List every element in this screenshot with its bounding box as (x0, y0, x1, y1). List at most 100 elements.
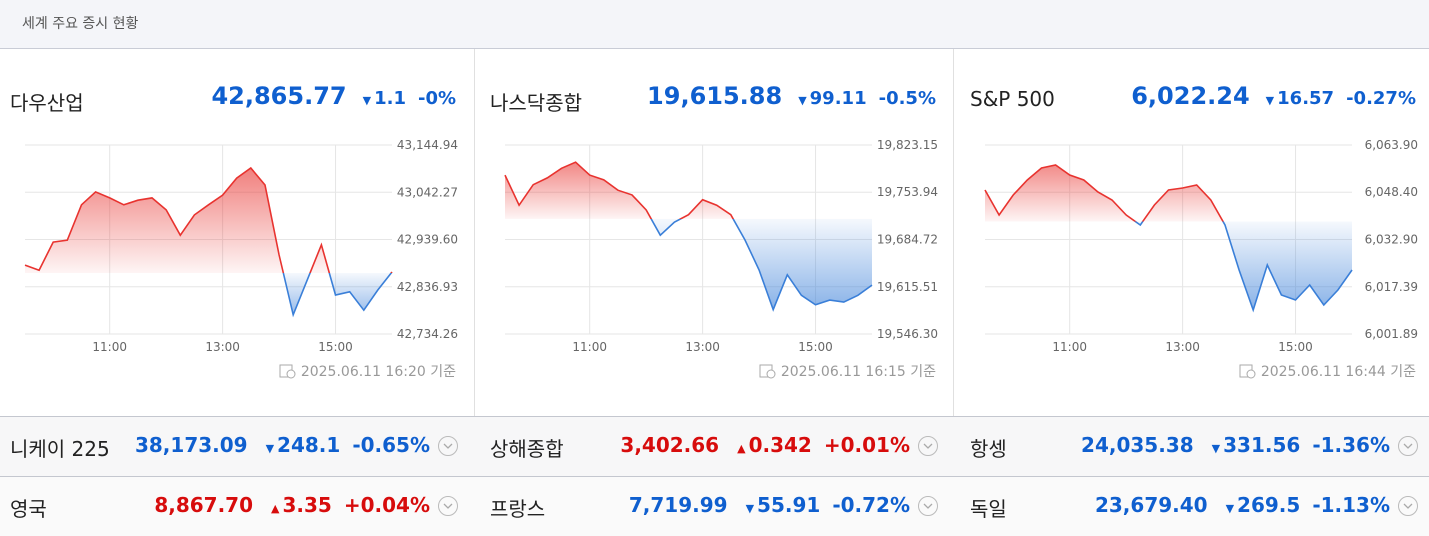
x-tick-label: 11:00 (92, 340, 127, 354)
area-fill (25, 168, 392, 315)
chevron-icon (443, 443, 453, 449)
x-tick-label: 15:00 (798, 340, 833, 354)
divider (953, 49, 954, 536)
price: 3,402.66 (620, 433, 720, 457)
expand-button[interactable] (918, 436, 938, 456)
timestamp: 2025.06.11 16:15 기준 (480, 361, 936, 381)
index-name: 니케이 225 (10, 437, 110, 461)
price: 7,719.99 (628, 493, 728, 517)
index-name: 프랑스 (490, 497, 546, 521)
direction-icon: ▼ (745, 502, 755, 515)
area-fill (505, 162, 872, 310)
change: 3.35 (282, 493, 332, 517)
row-bg (0, 476, 1429, 536)
expand-button[interactable] (918, 496, 938, 516)
area-fill (985, 165, 1352, 310)
expand-button[interactable] (1398, 496, 1418, 516)
price-line (984, 164, 1353, 313)
direction-icon: ▼ (362, 94, 372, 107)
chevron-icon (923, 503, 933, 509)
change: 0.342 (748, 433, 812, 457)
x-tick-label: 13:00 (1165, 340, 1200, 354)
x-tick-label: 11:00 (572, 340, 607, 354)
y-tick-label: 19,823.15 (877, 138, 938, 152)
price-line (504, 161, 873, 312)
y-tick-label: 42,836.93 (397, 280, 458, 294)
y-tick-label: 19,615.51 (877, 280, 938, 294)
y-tick-label: 6,032.90 (1365, 232, 1418, 246)
chevron-icon (1403, 443, 1413, 449)
price: 42,865.77 (211, 82, 347, 110)
timestamp: 2025.06.11 16:20 기준 (0, 361, 456, 381)
y-tick-label: 19,684.72 (877, 233, 938, 247)
direction-icon: ▼ (798, 94, 807, 107)
expand-button[interactable] (438, 496, 458, 516)
price: 8,867.70 (154, 493, 254, 517)
timestamp: 2025.06.11 16:44 기준 (960, 361, 1416, 381)
quote: 7,719.99 ▼ 55.91 -0.72% (480, 493, 938, 519)
price: 24,035.38 (1081, 433, 1194, 457)
change: 248.1 (277, 433, 341, 457)
direction-icon: ▼ (265, 442, 275, 455)
price: 38,173.09 (134, 433, 248, 457)
quote: 38,173.09 ▼ 248.1 -0.65% (0, 433, 458, 459)
change-pct: -0.27% (1346, 88, 1416, 109)
y-tick-label: 43,144.94 (397, 138, 458, 152)
change: 99.11 (809, 88, 867, 109)
expand-button[interactable] (438, 436, 458, 456)
x-tick-label: 13:00 (685, 340, 720, 354)
row-bg (0, 416, 1429, 476)
direction-icon: ▼ (1225, 502, 1235, 515)
index-name: 다우산업 (10, 91, 84, 115)
clock-icon (759, 364, 776, 379)
quote: 23,679.40 ▼ 269.5 -1.13% (960, 493, 1418, 519)
change: 16.57 (1277, 88, 1335, 109)
quote: 24,035.38 ▼ 331.56 -1.36% (960, 433, 1418, 459)
change-pct: -0.72% (832, 493, 910, 517)
y-tick-label: 43,042.27 (397, 185, 458, 199)
change: 1.1 (374, 88, 406, 109)
clock-icon (279, 364, 296, 379)
change: 55.91 (757, 493, 821, 517)
y-tick-label: 19,753.94 (877, 185, 938, 199)
quote: 3,402.66 ▲ 0.342 +0.01% (480, 433, 938, 459)
timestamp-text: 2025.06.11 16:44 기준 (1260, 364, 1416, 380)
clock-icon (1239, 364, 1256, 379)
price: 6,022.24 (1131, 82, 1250, 110)
change-pct: -0.65% (352, 433, 430, 457)
x-tick-label: 15:00 (1278, 340, 1313, 354)
y-tick-label: 19,546.30 (877, 327, 938, 341)
x-tick-label: 15:00 (318, 340, 353, 354)
index-name: 독일 (970, 497, 1007, 521)
change-pct: -1.36% (1312, 433, 1390, 457)
x-tick-label: 11:00 (1052, 340, 1087, 354)
direction-icon: ▲ (737, 442, 746, 455)
y-tick-label: 6,001.89 (1365, 327, 1418, 341)
direction-icon: ▼ (1211, 442, 1221, 455)
quote: 19,615.88 ▼ 99.11 -0.5% (480, 82, 936, 110)
price: 19,615.88 (647, 82, 783, 110)
header-title: 세계 주요 증시 현황 (22, 16, 139, 32)
timestamp-text: 2025.06.11 16:20 기준 (300, 364, 456, 380)
direction-icon: ▲ (271, 502, 280, 515)
change-pct: -0% (417, 88, 456, 109)
y-tick-label: 6,017.39 (1365, 280, 1418, 294)
expand-button[interactable] (1398, 436, 1418, 456)
index-name: 항셍 (970, 437, 1007, 461)
change: 331.56 (1223, 433, 1301, 457)
change-pct: +0.01% (823, 433, 910, 457)
x-tick-label: 13:00 (205, 340, 240, 354)
chevron-icon (1403, 503, 1413, 509)
y-tick-label: 42,734.26 (397, 327, 458, 341)
change-pct: +0.04% (343, 493, 430, 517)
index-name: 나스닥종합 (490, 91, 582, 115)
chevron-icon (443, 503, 453, 509)
quote: 42,865.77 ▼ 1.1 -0% (0, 82, 456, 110)
change-pct: -1.13% (1312, 493, 1390, 517)
direction-icon: ▼ (1265, 94, 1275, 107)
price: 23,679.40 (1094, 493, 1208, 517)
divider (474, 49, 475, 536)
index-name: 상해종합 (490, 437, 564, 461)
